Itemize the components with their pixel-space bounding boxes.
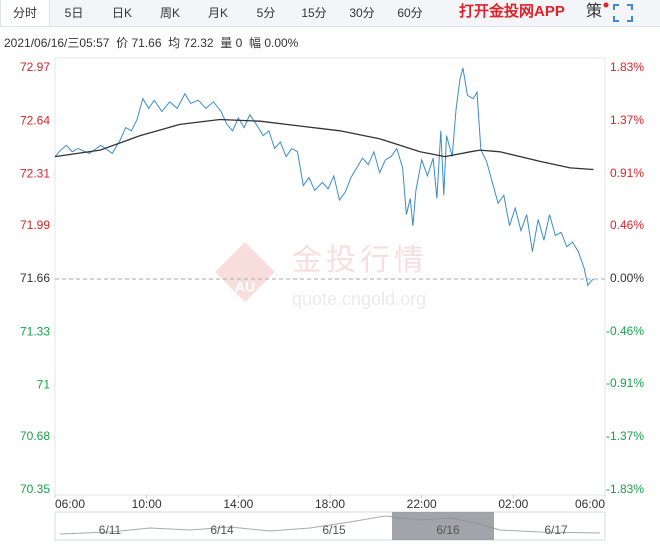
y2-tick-label: -0.46% [606,324,644,338]
y-tick-label: 70.68 [20,429,50,443]
fullscreen-icon[interactable] [611,2,635,24]
y-tick-label: 71.99 [20,218,50,232]
y2-tick-label: -0.91% [606,376,644,390]
navigator-date: 6/11 [99,523,122,537]
navigator-window[interactable] [392,512,494,540]
info-label: 价 [116,36,129,50]
x-tick-label: 22:00 [407,497,437,511]
info-label: 量 [220,36,233,50]
tab[interactable]: 周K [159,6,180,20]
y-tick-label: 71.66 [20,271,50,285]
x-tick-label: 14:00 [223,497,253,511]
average-line [54,118,594,171]
y2-tick-label: 1.83% [610,60,644,74]
tab[interactable]: 30分 [349,6,375,20]
y-tick-label: 71 [37,377,51,391]
info-value: 71.66 [131,36,162,50]
tab[interactable]: 5分 [256,6,276,20]
navigator[interactable] [54,511,606,541]
y-tick-label: 71.33 [20,324,50,338]
y2-tick-label: 1.37% [610,113,644,127]
tab[interactable]: 月K [207,6,228,20]
strategy-icon[interactable]: 策 [586,3,603,20]
price-line [54,67,594,287]
y-tick-label: 72.97 [20,60,50,74]
notice-dot [603,2,609,8]
watermark-shape [215,242,275,302]
app-link[interactable]: 打开金投网APP [459,3,565,20]
info-label: 均 [168,36,181,50]
x-tick-label: 06:00 [575,497,605,511]
y-tick-label: 70.35 [20,482,50,496]
tab[interactable]: 日K [111,6,132,20]
y2-tick-label: -1.37% [606,429,644,443]
y2-tick-label: 0.00% [610,271,644,285]
navigator-date: 6/16 [436,523,460,537]
info-value: 0.00% [264,36,299,50]
info-value: 0 [235,36,243,50]
x-tick-label: 06:00 [55,497,85,511]
tab[interactable]: 60分 [397,6,423,20]
y2-tick-label: 0.91% [610,166,644,180]
y-tick-label: 72.31 [20,166,50,180]
tab[interactable]: 15分 [301,6,327,20]
navigator-date: 6/14 [210,523,234,537]
watermark-url: quote.cngold.org [292,289,426,309]
info-line: 2021/06/16/三05:57 价 71.66 均 72.32 量 0 幅 … [4,34,298,51]
watermark-name: 金投行情 [292,244,428,277]
tab[interactable]: 5日 [64,6,84,20]
tab[interactable]: 分时 [0,0,50,26]
info-label: 幅 [248,36,261,50]
navigator-date: 6/17 [544,523,568,537]
info-value: 72.32 [183,36,214,50]
tab-bar: 分时 5日 日K 周K 月K 5分 15分 30分 60分 [0,0,660,27]
y-tick-label: 72.64 [20,113,50,127]
x-tick-label: 18:00 [315,497,345,511]
watermark: AU 金投行情 quote.cngold.org [215,242,428,309]
x-tick-label: 02:00 [498,497,528,511]
watermark-logo: AU [235,279,255,295]
info-datetime: 2021/06/16/三05:57 [4,36,110,50]
y2-tick-label: -1.83% [606,482,644,496]
navigator-date: 6/15 [322,523,346,537]
x-tick-label: 10:00 [132,497,162,511]
y2-tick-label: 0.46% [610,218,644,232]
